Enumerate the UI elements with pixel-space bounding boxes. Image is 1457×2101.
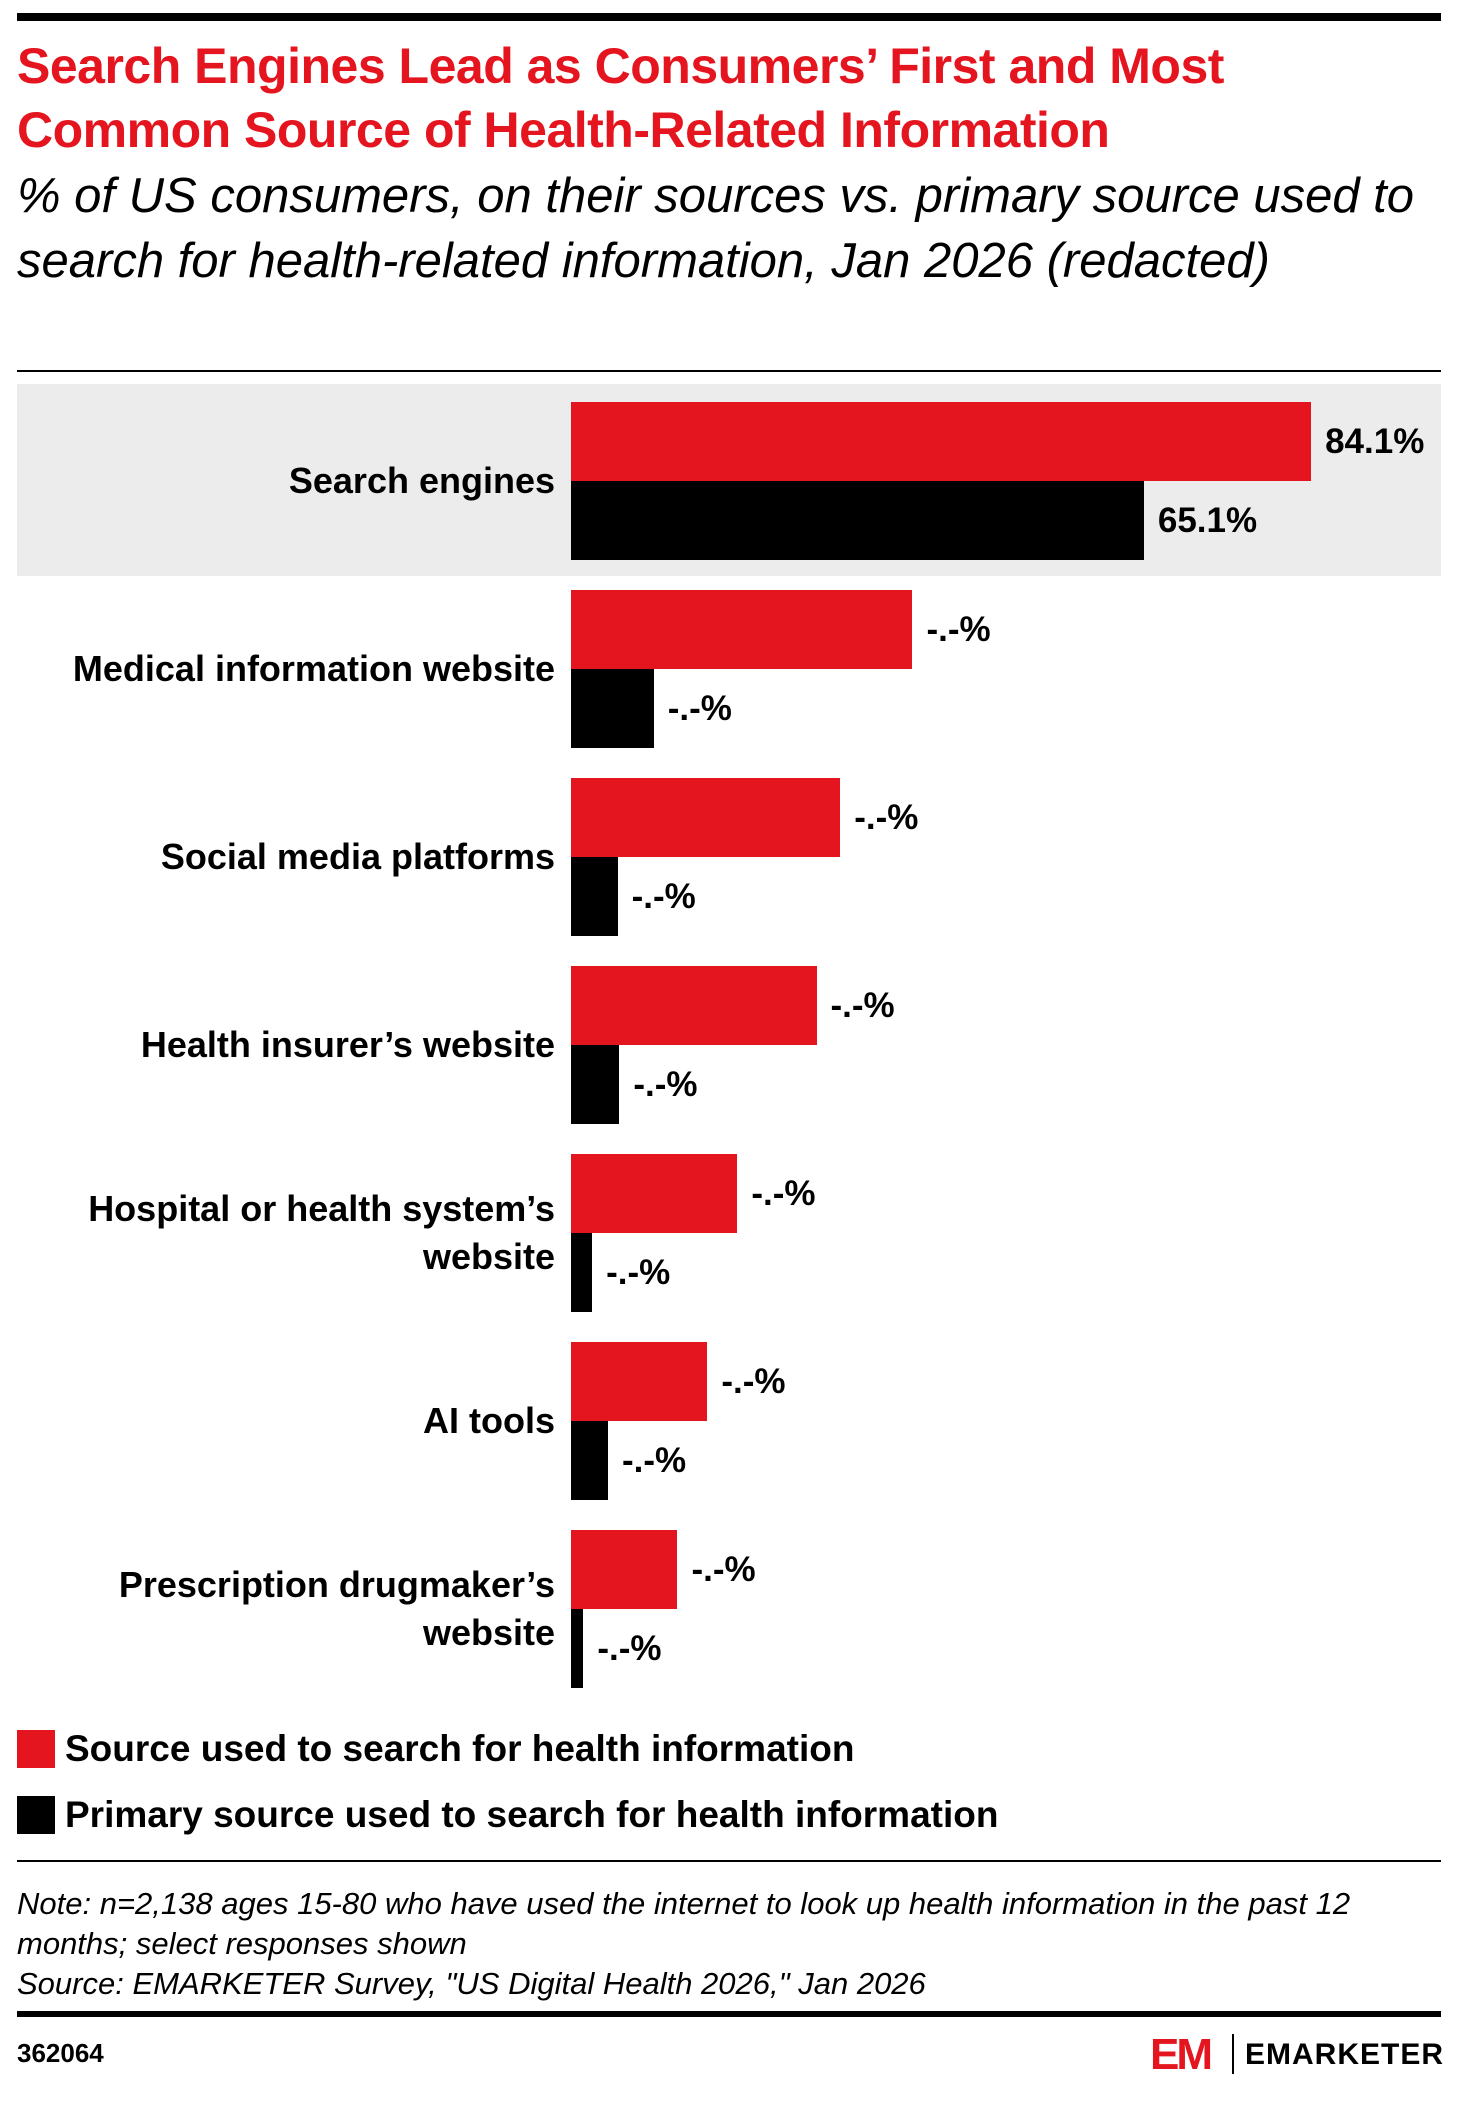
brand: EMARKETER (1245, 2038, 1445, 2071)
legend-label: Source used to search for health informa… (65, 1728, 855, 1769)
bar (571, 1342, 708, 1421)
bar (571, 1609, 584, 1688)
bar (571, 669, 654, 748)
bar (571, 966, 817, 1045)
note: Note: n=2,138 ages 15-80 who have used t… (17, 1886, 1351, 1961)
value-label: -.-% (854, 797, 919, 837)
bar (571, 1045, 620, 1124)
chart-subtitle: % of US consumers, on their sources vs. … (17, 169, 1415, 288)
value-label: -.-% (621, 1440, 687, 1480)
chart-title: Search Engines Lead as Consumers’ First … (17, 38, 1224, 158)
bar (571, 590, 913, 669)
bar (571, 1530, 678, 1609)
bar (571, 402, 1312, 481)
value-label: 84.1% (1325, 421, 1425, 461)
bar (571, 481, 1144, 560)
category-label: Health insurer’s website (140, 1024, 555, 1065)
value-label: -.-% (606, 1252, 671, 1292)
separator (17, 1860, 1441, 1862)
legend-swatch (17, 1796, 55, 1834)
logo-mark: EM (1150, 2030, 1213, 2079)
value-label: -.-% (633, 1064, 698, 1104)
value-label: -.-% (751, 1173, 816, 1213)
chart-id: 362064 (17, 2038, 104, 2068)
top-rule (17, 13, 1441, 21)
category-label: Hospital or health system’s website (88, 1188, 555, 1277)
separator (17, 370, 1441, 372)
source: Source: EMARKETER Survey, "US Digital He… (17, 1966, 926, 2001)
value-label: 65.1% (1157, 500, 1258, 540)
category-label: Medical information website (72, 648, 555, 689)
legend-label: Primary source used to search for health… (65, 1794, 999, 1835)
logo-separator (1232, 2034, 1234, 2074)
value-label: -.-% (597, 1628, 662, 1668)
legend-swatch (17, 1730, 55, 1768)
bottom-rule (17, 2011, 1441, 2017)
value-label: -.-% (667, 688, 732, 728)
category-label: Search engines (288, 460, 555, 501)
value-label: -.-% (691, 1549, 756, 1589)
bar (571, 1233, 593, 1312)
bar (571, 1154, 738, 1233)
value-label: -.-% (631, 876, 696, 916)
value-label: -.-% (830, 985, 895, 1025)
value-label: -.-% (926, 609, 991, 649)
category-label: Social media platforms (160, 836, 555, 877)
bar (571, 1421, 608, 1500)
category-label: Prescription drugmaker’s website (118, 1564, 555, 1653)
category-label: AI tools (423, 1400, 555, 1441)
value-label: -.-% (721, 1361, 786, 1401)
bar (571, 857, 618, 936)
bar (571, 778, 841, 857)
